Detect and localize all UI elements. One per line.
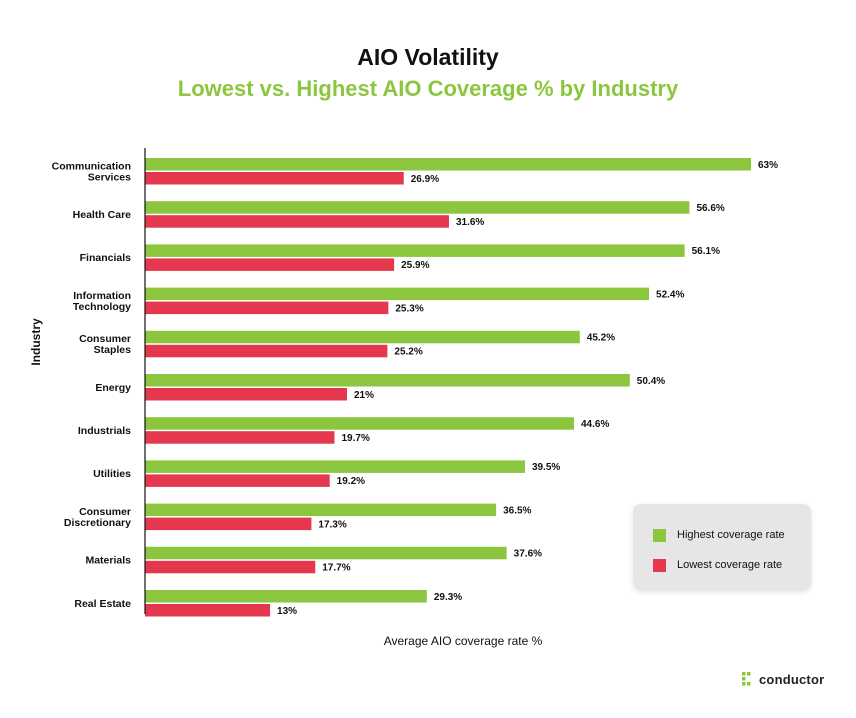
data-label-highest: 56.1% <box>692 246 720 257</box>
bar-highest <box>145 374 630 387</box>
data-label-lowest: 25.2% <box>394 347 422 358</box>
legend-label-highest: Highest coverage rate <box>677 529 785 541</box>
bar-highest <box>145 417 575 430</box>
data-label-lowest: 19.2% <box>337 476 365 487</box>
bar-lowest <box>145 604 271 617</box>
y-tick-label: Energy <box>95 382 131 394</box>
legend-swatch-lowest <box>653 558 666 572</box>
data-label-highest: 37.6% <box>514 549 542 560</box>
legend-item-highest: Highest coverage rate <box>653 528 785 542</box>
bar-highest <box>145 460 525 473</box>
data-label-highest: 39.5% <box>532 462 560 473</box>
data-label-highest: 44.6% <box>581 419 609 430</box>
y-tick-label: Materials <box>85 555 131 567</box>
data-label-lowest: 21% <box>354 390 374 401</box>
y-tick-label: Utilities <box>93 468 131 480</box>
bar-lowest <box>145 258 395 271</box>
data-label-lowest: 31.6% <box>456 217 484 228</box>
data-label-highest: 56.6% <box>696 203 724 214</box>
x-axis-label: Average AIO coverage rate % <box>384 634 543 648</box>
legend: Highest coverage rate Lowest coverage ra… <box>633 504 811 590</box>
y-tick-label: Information Technology <box>73 290 131 313</box>
bar-lowest <box>145 517 312 531</box>
data-label-lowest: 25.3% <box>395 303 423 314</box>
y-tick-label: Consumer Staples <box>79 333 131 356</box>
conductor-dots-icon <box>742 672 751 686</box>
bar-lowest <box>145 388 347 401</box>
bar-highest <box>145 201 690 214</box>
data-label-lowest: 17.3% <box>318 519 346 530</box>
data-label-highest: 36.5% <box>503 505 531 516</box>
data-label-lowest: 19.7% <box>341 433 369 444</box>
bar-lowest <box>145 431 335 444</box>
logo-text: conductor <box>759 671 825 687</box>
y-axis-label: Industry <box>29 318 43 366</box>
y-tick-label: Financials <box>80 252 132 264</box>
legend-swatch-highest <box>653 528 666 542</box>
bar-lowest <box>145 344 388 358</box>
data-label-highest: 29.3% <box>434 592 462 603</box>
y-tick-label: Health Care <box>73 209 132 221</box>
legend-label-lowest: Lowest coverage rate <box>677 559 783 571</box>
y-tick-label: Real Estate <box>74 598 131 610</box>
bar-highest <box>145 503 497 517</box>
bar-highest <box>145 244 685 257</box>
bar-lowest <box>145 474 330 487</box>
legend-item-lowest: Lowest coverage rate <box>653 558 782 572</box>
chart-subtitle: Lowest vs. Highest AIO Coverage % by Ind… <box>177 76 679 101</box>
data-label-highest: 52.4% <box>656 289 684 300</box>
conductor-logo: conductor <box>742 670 824 688</box>
data-label-lowest: 17.7% <box>322 563 350 574</box>
bars <box>145 158 751 617</box>
bar-lowest <box>145 215 449 228</box>
bar-lowest <box>145 172 404 185</box>
data-label-lowest: 13% <box>277 606 297 617</box>
bar-lowest <box>145 301 389 315</box>
y-tick-label: Consumer Discretionary <box>64 506 131 529</box>
data-labels: 63% 26.9% 56.6% 31.6% 56.1% 25.9% 52.4% 25.3% 45… <box>277 160 778 617</box>
y-axis-tick-labels: Communication Services Health Care Financia… <box>52 160 132 610</box>
y-tick-label: Communication Services <box>52 160 131 183</box>
bar-lowest <box>145 560 316 574</box>
bar-highest <box>145 546 507 560</box>
chart-title: AIO Volatility <box>357 44 499 70</box>
data-label-highest: 50.4% <box>637 376 665 387</box>
bar-highest <box>145 590 427 603</box>
bar-highest <box>145 287 650 301</box>
bar-highest <box>145 330 580 344</box>
data-label-highest: 63% <box>758 160 778 171</box>
data-label-lowest: 26.9% <box>411 174 439 185</box>
data-label-highest: 45.2% <box>587 333 615 344</box>
data-label-lowest: 25.9% <box>401 260 429 271</box>
y-tick-label: Industrials <box>78 425 131 437</box>
bar-highest <box>145 158 751 171</box>
